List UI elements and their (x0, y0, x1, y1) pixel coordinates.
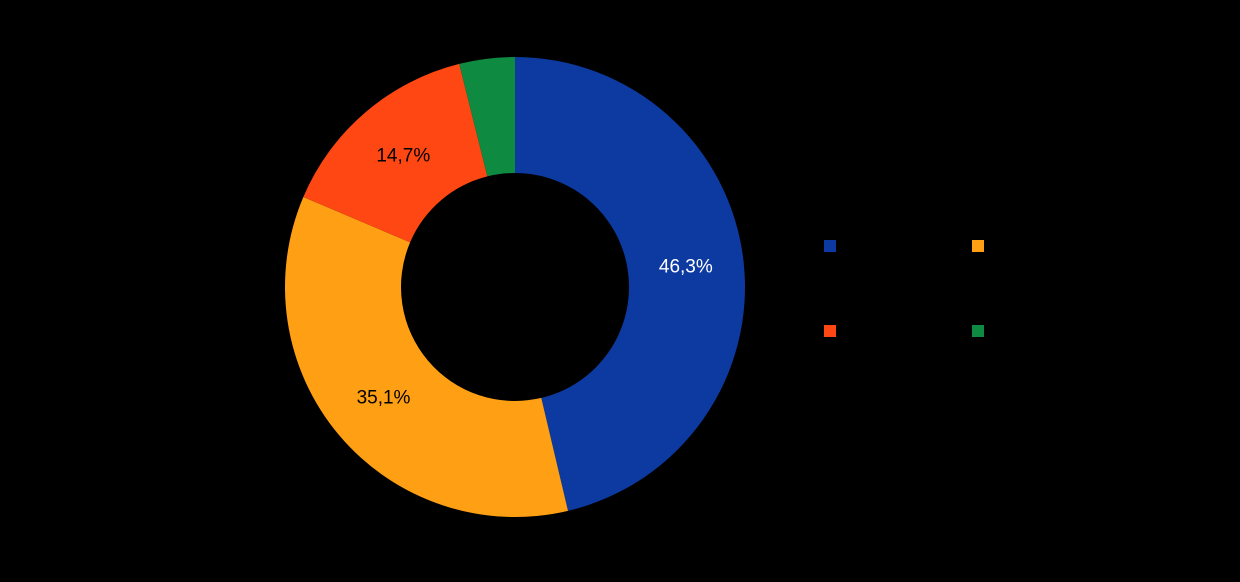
legend-swatch-blue (824, 240, 836, 252)
pie-slice-1 (515, 57, 745, 511)
legend-item-2 (972, 240, 1120, 252)
slice-value-label-1: 46,3% (659, 257, 713, 278)
legend-item-4 (972, 325, 1120, 337)
legend-swatch-green (972, 325, 984, 337)
pie-slice-2 (285, 196, 568, 517)
legend-swatch-orange (972, 240, 984, 252)
slice-value-label-3: 14,7% (376, 146, 430, 167)
pie-slice-4 (459, 57, 515, 177)
pie-slice-3 (303, 63, 488, 243)
legend-item-1 (824, 240, 972, 252)
legend-swatch-orangered (824, 325, 836, 337)
slice-value-label-2: 35,1% (357, 387, 411, 408)
legend-item-3 (824, 325, 972, 337)
chart-legend (824, 240, 1120, 410)
